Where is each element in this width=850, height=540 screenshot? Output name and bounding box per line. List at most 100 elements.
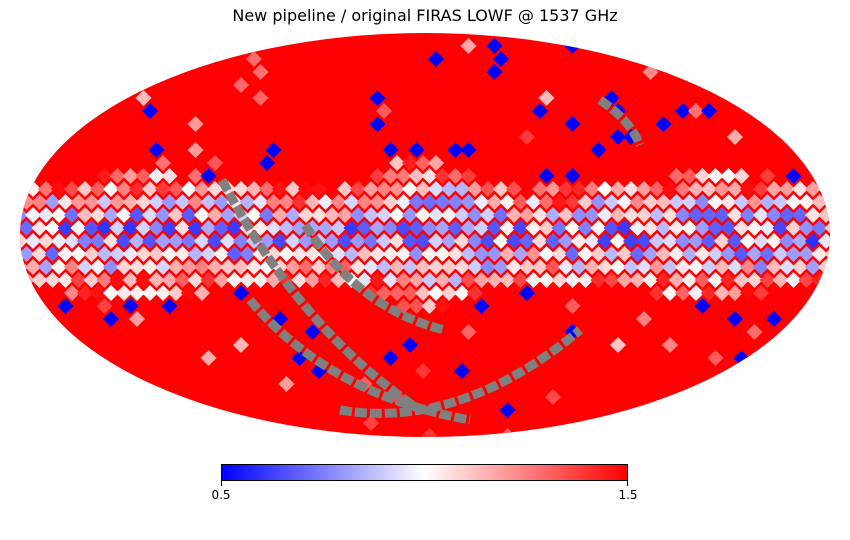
map-pixel: [590, 141, 607, 159]
map-pixel: [642, 245, 659, 263]
map-pixel: [193, 232, 211, 250]
map-pixel: [148, 167, 165, 185]
map-pixel: [811, 245, 828, 263]
plot-title: New pipeline / original FIRAS LOWF @ 153…: [232, 6, 618, 25]
map-pixel: [297, 180, 315, 198]
map-pixel: [330, 193, 347, 211]
map-pixel: [70, 271, 87, 289]
map-pixel: [564, 271, 581, 289]
map-pixel: [122, 193, 139, 211]
map-pixel: [187, 193, 204, 211]
map-pixel: [96, 219, 113, 237]
map-pixel: [700, 258, 718, 276]
map-pixel: [362, 258, 380, 276]
map-pixel: [427, 180, 445, 198]
map-pixel: [486, 271, 503, 289]
map-pixel: [161, 297, 178, 315]
map-pixel: [148, 245, 165, 263]
map-pixel: [115, 284, 133, 302]
map-pixel: [421, 193, 438, 211]
map-pixel: [694, 219, 711, 237]
map-pixel: [174, 245, 191, 263]
map-pixel: [635, 258, 653, 276]
map-pixel: [135, 89, 152, 107]
map-pixel: [525, 193, 542, 211]
map-pixel: [733, 349, 750, 367]
map-pixel: [707, 193, 724, 211]
map-pixel: [564, 193, 581, 211]
map-pixel: [57, 245, 74, 263]
map-pixel: [37, 206, 55, 224]
map-pixel: [551, 271, 568, 289]
map-pixel: [128, 284, 146, 302]
map-pixel: [395, 167, 412, 185]
map-pixel: [694, 167, 711, 185]
map-pixel: [609, 206, 627, 224]
map-pixel: [453, 180, 471, 198]
map-pixel: [713, 284, 731, 302]
map-pixel: [161, 167, 178, 185]
map-pixel: [154, 258, 172, 276]
map-pixel: [102, 206, 120, 224]
map-pixel: [297, 258, 315, 276]
map-pixel: [583, 232, 601, 250]
map-pixel: [674, 232, 692, 250]
map-pixel: [317, 271, 334, 289]
map-pixel: [291, 245, 308, 263]
map-pixel: [20, 219, 35, 237]
map-pixel: [772, 271, 789, 289]
map-pixel: [681, 271, 698, 289]
map-pixel: [265, 141, 282, 159]
map-pixel: [167, 180, 185, 198]
map-pixel: [434, 219, 451, 237]
map-pixel: [603, 271, 620, 289]
map-pixel: [141, 180, 159, 198]
map-pixel: [50, 258, 68, 276]
map-pixel: [414, 232, 432, 250]
map-pixel: [89, 284, 107, 302]
map-pixel: [336, 232, 354, 250]
map-pixel: [479, 232, 497, 250]
map-pixel: [63, 180, 81, 198]
map-pixel: [778, 180, 796, 198]
map-pixel: [291, 219, 308, 237]
map-pixel: [544, 206, 562, 224]
map-pixel: [408, 245, 425, 263]
map-pixel: [687, 284, 705, 302]
map-pixel: [700, 206, 718, 224]
map-pixel: [759, 167, 776, 185]
map-pixel: [427, 154, 445, 172]
map-pixel: [460, 37, 477, 55]
map-pixel: [798, 271, 815, 289]
map-pixel: [460, 245, 477, 263]
map-pixel: [785, 245, 802, 263]
map-pixel: [232, 180, 250, 198]
map-pixel: [128, 232, 146, 250]
map-pixel: [375, 180, 393, 198]
map-pixel: [76, 258, 94, 276]
map-pixel: [726, 258, 744, 276]
map-pixel: [538, 167, 555, 185]
map-pixel: [291, 193, 308, 211]
map-pixel: [525, 271, 542, 289]
map-pixel: [804, 232, 822, 250]
map-pixel: [245, 50, 263, 68]
map-pixel: [96, 245, 113, 263]
map-pixel: [148, 271, 165, 289]
map-pixel: [668, 167, 685, 185]
map-pixel: [564, 115, 581, 133]
map-pixel: [369, 245, 386, 263]
map-pixel: [629, 219, 646, 237]
map-pixel: [109, 245, 126, 263]
map-pixel: [707, 167, 724, 185]
map-pixel: [713, 232, 731, 250]
masked-scan-stripes: [218, 96, 645, 425]
map-pixel: [466, 258, 484, 276]
map-pixel: [388, 258, 406, 276]
map-pixel: [492, 180, 510, 198]
map-pixel: [135, 245, 152, 263]
map-pixel: [512, 271, 529, 289]
map-pixel: [369, 219, 386, 237]
map-pixel: [187, 141, 204, 159]
map-pixel: [752, 284, 770, 302]
